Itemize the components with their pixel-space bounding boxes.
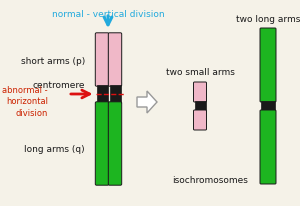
FancyBboxPatch shape	[194, 110, 206, 130]
FancyBboxPatch shape	[260, 29, 276, 103]
Text: two small arms: two small arms	[166, 68, 234, 77]
FancyBboxPatch shape	[108, 102, 122, 185]
Text: long arms (q): long arms (q)	[24, 145, 85, 154]
Text: isochromosomes: isochromosomes	[172, 175, 248, 184]
FancyBboxPatch shape	[95, 102, 109, 185]
Bar	[97, 85, 107, 103]
Text: normal - vertical division: normal - vertical division	[52, 10, 164, 19]
FancyBboxPatch shape	[194, 83, 206, 103]
FancyBboxPatch shape	[260, 110, 276, 184]
Text: centromere: centromere	[32, 81, 85, 90]
Bar	[110, 85, 121, 103]
Text: abnormal -
horizontal
division: abnormal - horizontal division	[2, 86, 48, 117]
Text: two long arms: two long arms	[236, 15, 300, 24]
Bar	[194, 102, 206, 111]
FancyBboxPatch shape	[95, 34, 109, 87]
Bar	[261, 102, 275, 111]
Polygon shape	[137, 91, 157, 114]
FancyBboxPatch shape	[108, 34, 122, 87]
Text: short arms (p): short arms (p)	[21, 57, 85, 66]
